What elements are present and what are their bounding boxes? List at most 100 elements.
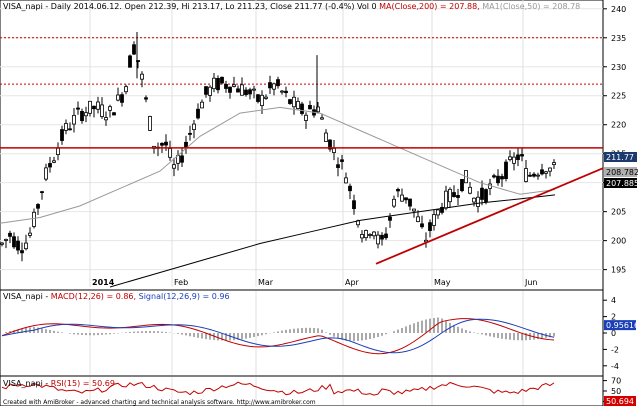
candle-body <box>24 242 28 250</box>
candle-body <box>280 90 284 93</box>
candle-body <box>172 164 176 169</box>
price-plot <box>0 31 604 288</box>
rsi-value-label: 50.694 <box>604 396 636 406</box>
candle-body <box>0 242 4 245</box>
candle-body <box>160 142 164 146</box>
candle-body <box>364 230 368 239</box>
macd-value-label: 0.95616 <box>604 320 638 331</box>
candle-body <box>256 94 260 102</box>
macd-tick-label: 2 <box>611 313 616 322</box>
macd-y-axis: 4 2 0 -2 -4 <box>603 296 619 371</box>
candle-body <box>332 148 336 153</box>
candle-body <box>424 239 428 243</box>
rsi-plot <box>1 381 555 396</box>
candle-body <box>384 233 388 239</box>
signal-line <box>1 318 555 354</box>
macd-header: VISA_napi - MACD(12,26) = 0.86, Signal(1… <box>3 292 230 301</box>
candle-body <box>48 163 52 168</box>
candle-body <box>292 96 296 108</box>
candle-body <box>12 236 16 248</box>
main-grid <box>0 0 603 287</box>
macd-tick-label: -4 <box>611 362 619 371</box>
candle-body <box>192 123 196 131</box>
candle-body <box>132 44 136 55</box>
candle-body <box>420 223 424 228</box>
candle-body <box>408 198 412 207</box>
price-label-text: 208.782 <box>606 168 638 177</box>
main-pane <box>0 0 604 291</box>
price-label-text: 207.885 <box>606 179 638 188</box>
candle-body <box>220 76 224 84</box>
candle-body <box>496 175 500 184</box>
candle-body <box>8 232 12 237</box>
candle-body <box>548 167 552 172</box>
x-tick-label: 2014 <box>92 278 115 287</box>
macd-symbol: VISA_napi <box>3 292 43 301</box>
y-tick-label: 195 <box>611 266 626 275</box>
rsi-tick-label: 50 <box>611 387 621 396</box>
candle-body <box>116 94 120 101</box>
candle-body <box>392 198 396 207</box>
x-tick-label: Jun <box>524 278 538 287</box>
candle-body <box>52 160 56 163</box>
candle-body <box>268 82 272 89</box>
y-tick-label: 230 <box>611 63 626 72</box>
candle-body <box>148 116 152 131</box>
candle-body <box>80 111 84 122</box>
rsi-sep: - <box>43 379 51 388</box>
x-tick-label: Mar <box>258 278 274 287</box>
candle-body <box>236 88 240 93</box>
y-tick-label: 220 <box>611 121 626 130</box>
candle-body <box>484 189 488 202</box>
candle-body <box>528 174 532 177</box>
macd-grid <box>89 291 524 375</box>
y-tick-label: 205 <box>611 208 626 217</box>
candle-body <box>520 154 524 157</box>
macd-line <box>1 318 555 355</box>
candle-body <box>460 179 464 192</box>
y-tick-label: 225 <box>611 92 626 101</box>
candle-body <box>32 211 36 227</box>
candle-body <box>456 195 460 198</box>
candle-body <box>396 188 400 192</box>
candle-body <box>188 132 192 135</box>
rsi-header: VISA_napi - RSI(15) = 50.69 <box>3 379 115 388</box>
candle-body <box>124 86 128 93</box>
y-tick-label: 235 <box>611 34 626 43</box>
candle-body <box>380 234 384 240</box>
candle-body <box>500 176 504 180</box>
candle-body <box>112 112 116 116</box>
candle-body <box>216 78 220 91</box>
candle-body <box>284 90 288 94</box>
candle-body <box>96 101 100 110</box>
candle-body <box>400 194 404 202</box>
macd-value-label-text: 0.95616 <box>606 321 638 330</box>
candle-body <box>44 167 48 180</box>
candle-body <box>296 100 300 109</box>
candle-body <box>320 117 324 120</box>
x-axis: 2014 Feb Mar Apr May Jun <box>92 278 538 287</box>
rsi-symbol: VISA_napi <box>3 379 43 388</box>
candle-body <box>104 117 108 121</box>
candle-body <box>376 234 380 245</box>
candle-body <box>512 156 516 164</box>
candle-body <box>36 204 40 209</box>
main-header: VISA_napi - Daily 2014.06.12. Open 212.3… <box>3 2 580 11</box>
candle-body <box>328 139 332 150</box>
candle-body <box>232 84 236 87</box>
rsi-value-text: RSI(15) = 50.69 <box>51 379 115 388</box>
candle-body <box>476 196 480 207</box>
main-ohlc-text: - Daily 2014.06.12. Open 212.39, Hi 213.… <box>43 2 379 11</box>
candle-body <box>552 162 556 165</box>
candle-body <box>388 216 392 221</box>
macd-tick-label: -2 <box>611 345 619 354</box>
signal-value-text: Signal(12,26,9) = 0.96 <box>136 292 230 301</box>
candle-body <box>324 132 328 142</box>
candle-body <box>336 164 340 168</box>
candle-body <box>304 114 308 121</box>
candle-body <box>452 192 456 198</box>
candle-body <box>412 208 416 212</box>
candle-body <box>428 222 432 231</box>
candle-body <box>404 197 408 201</box>
